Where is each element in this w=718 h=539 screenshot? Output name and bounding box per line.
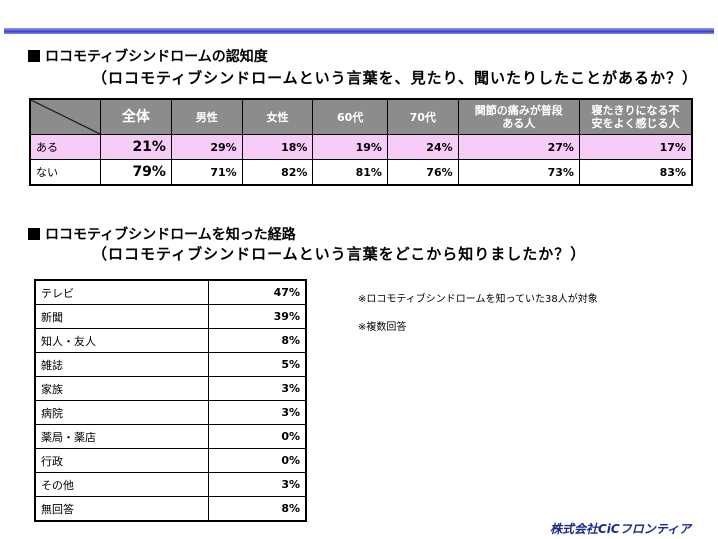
table-row: ない 79% 71% 82% 81% 76% 73% 83% <box>29 159 693 186</box>
row-label: その他 <box>34 472 209 497</box>
awareness-table: 全体 男性 女性 60代 70代 関節の痛みが普段ある人 寝たきりになる不安をよ… <box>29 98 693 186</box>
cell: 83% <box>578 159 693 186</box>
row-value: 47% <box>208 279 307 305</box>
col-header: 女性 <box>241 98 314 135</box>
company-logo: 株式会社CiCフロンティア <box>550 522 692 536</box>
row-label: ある <box>29 134 101 160</box>
row-label: 薬局・薬店 <box>34 424 209 449</box>
row-label: 行政 <box>34 448 209 473</box>
table-row: 無回答 8% <box>34 496 307 522</box>
row-value: 3% <box>208 400 307 425</box>
row-value: 3% <box>208 472 307 497</box>
row-value: 8% <box>208 496 307 522</box>
row-value: 8% <box>208 328 307 353</box>
cell: 18% <box>241 134 314 160</box>
table-row: その他 3% <box>34 472 307 497</box>
cell: 17% <box>578 134 693 160</box>
col-header: 全体 <box>99 98 172 135</box>
square-bullet-icon <box>28 50 40 62</box>
col-header: 寝たきりになる不安をよく感じる人 <box>578 98 693 135</box>
row-value: 3% <box>208 376 307 401</box>
section1-subtitle: （ロコモティブシンドロームという言葉を、見たり、聞いたりしたことがあるか？） <box>92 69 699 87</box>
table-row: 雑誌 5% <box>34 352 307 377</box>
table-row: 薬局・薬店 0% <box>34 424 307 449</box>
row-value: 0% <box>208 448 307 473</box>
row-label: テレビ <box>34 279 209 305</box>
table-row: 知人・友人 8% <box>34 328 307 353</box>
row-label: 新聞 <box>34 304 209 329</box>
note-multiple: ※複数回答 <box>358 322 407 333</box>
col-header: 男性 <box>170 98 243 135</box>
row-label: 知人・友人 <box>34 328 209 353</box>
table-row: 病院 3% <box>34 400 307 425</box>
table-row: 行政 0% <box>34 448 307 473</box>
table-row: ある 21% 29% 18% 19% 24% 27% 17% <box>29 134 693 160</box>
row-label: 家族 <box>34 376 209 401</box>
corner-cell <box>29 98 101 135</box>
row-label: 雑誌 <box>34 352 209 377</box>
cell: 82% <box>241 159 314 186</box>
section1-title-text: ロコモティブシンドロームの認知度 <box>45 49 268 65</box>
cell: 24% <box>386 134 459 160</box>
table-row: 新聞 39% <box>34 304 307 329</box>
col-header: 60代 <box>312 98 388 135</box>
row-value: 0% <box>208 424 307 449</box>
cell: 21% <box>99 134 172 160</box>
section2-title: ロコモティブシンドロームを知った経路 <box>28 224 296 244</box>
row-value: 39% <box>208 304 307 329</box>
row-label: ない <box>29 159 101 186</box>
cell: 27% <box>457 134 580 160</box>
cell: 81% <box>312 159 388 186</box>
table-row: テレビ 47% <box>34 279 307 305</box>
cell: 79% <box>99 159 172 186</box>
cell: 73% <box>457 159 580 186</box>
cell: 71% <box>170 159 243 186</box>
row-label: 病院 <box>34 400 209 425</box>
section2-title-text: ロコモティブシンドロームを知った経路 <box>45 227 296 243</box>
table-row: 家族 3% <box>34 376 307 401</box>
cell: 76% <box>386 159 459 186</box>
row-value: 5% <box>208 352 307 377</box>
source-table: テレビ 47% 新聞 39% 知人・友人 8% 雑誌 5% 家族 3% 病院 3% 薬局・薬店 0% 行政 0… <box>34 279 307 522</box>
col-header: 70代 <box>386 98 459 135</box>
note-target: ※ロコモティブシンドロームを知っていた38人が対象 <box>358 294 598 305</box>
cell: 19% <box>312 134 388 160</box>
section1-title: ロコモティブシンドロームの認知度 <box>28 46 268 66</box>
row-label: 無回答 <box>34 496 209 522</box>
header-bar <box>4 28 714 34</box>
cell: 29% <box>170 134 243 160</box>
section2-subtitle: （ロコモティブシンドロームという言葉をどこから知りましたか？） <box>92 245 587 263</box>
col-header: 関節の痛みが普段ある人 <box>457 98 580 135</box>
square-bullet-icon <box>28 228 40 240</box>
